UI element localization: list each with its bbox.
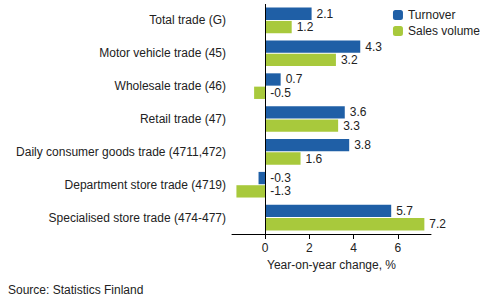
svg-text:7.2: 7.2	[429, 217, 446, 231]
svg-text:4: 4	[350, 241, 357, 255]
svg-text:3.3: 3.3	[343, 119, 360, 133]
svg-text:-0.3: -0.3	[270, 171, 291, 185]
svg-text:Daily consumer goods trade (47: Daily consumer goods trade (4711,472)	[16, 145, 226, 159]
svg-text:0: 0	[262, 241, 269, 255]
svg-text:1.6: 1.6	[306, 152, 323, 166]
svg-text:Department store trade (4719): Department store trade (4719)	[65, 178, 226, 192]
svg-text:2.1: 2.1	[317, 7, 334, 21]
svg-text:Specialised store trade (474-4: Specialised store trade (474-477)	[49, 211, 226, 225]
svg-text:Sales volume: Sales volume	[408, 24, 480, 38]
svg-text:Wholesale trade (46): Wholesale trade (46)	[115, 79, 226, 93]
svg-text:Source: Statistics Finland: Source: Statistics Finland	[8, 283, 143, 297]
svg-text:4.3: 4.3	[365, 40, 382, 54]
svg-text:3.8: 3.8	[354, 138, 371, 152]
svg-text:3.6: 3.6	[350, 105, 367, 119]
svg-text:2: 2	[306, 241, 313, 255]
svg-text:5.7: 5.7	[396, 204, 413, 218]
svg-text:Year-on-year change, %: Year-on-year change, %	[267, 258, 396, 272]
svg-text:6: 6	[394, 241, 401, 255]
svg-text:0.7: 0.7	[286, 72, 303, 86]
svg-text:Total trade (G): Total trade (G)	[149, 13, 226, 27]
svg-text:3.2: 3.2	[341, 53, 358, 67]
svg-text:Turnover: Turnover	[408, 8, 456, 22]
svg-text:Motor vehicle trade (45): Motor vehicle trade (45)	[99, 46, 226, 60]
svg-text:-1.3: -1.3	[270, 184, 291, 198]
svg-text:1.2: 1.2	[297, 20, 314, 34]
svg-text:-0.5: -0.5	[270, 86, 291, 100]
svg-text:Retail trade (47): Retail trade (47)	[140, 112, 226, 126]
